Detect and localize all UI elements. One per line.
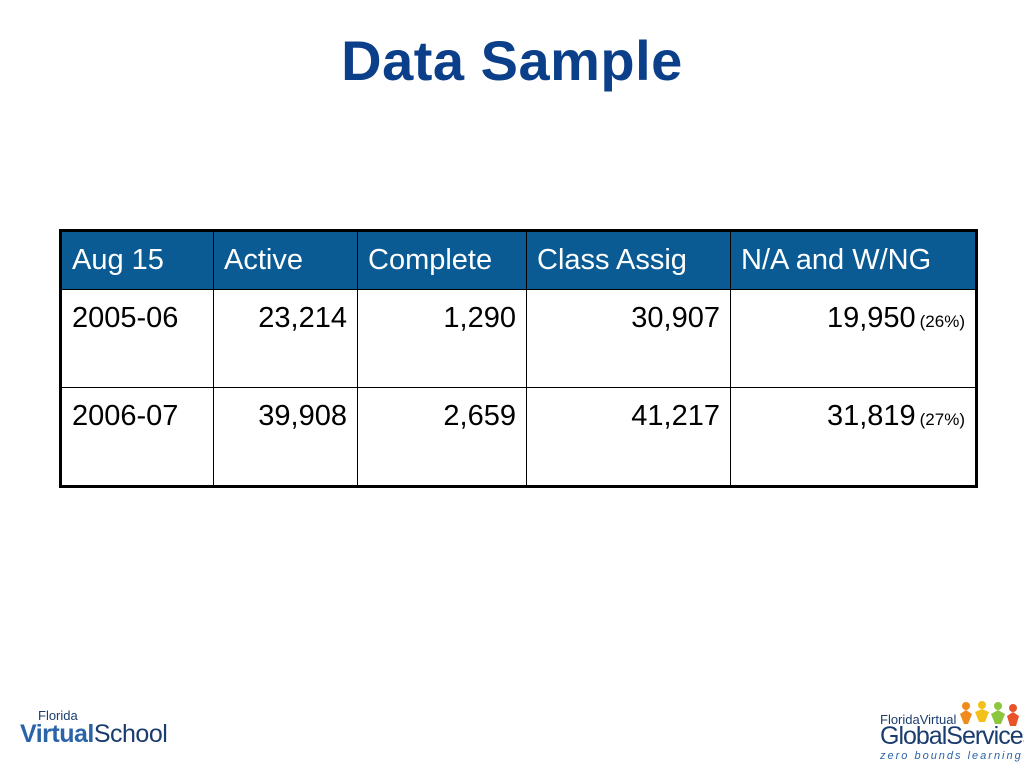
table-cell-class-assig: 30,907	[526, 289, 731, 388]
table-cell-na-wng: 31,819 (27%)	[730, 387, 977, 487]
na-wng-value: 19,950	[826, 302, 916, 334]
table-cell-year: 2006-07	[60, 387, 214, 487]
table-cell-year: 2005-06	[60, 289, 214, 388]
logo-florida-text: Florida	[38, 708, 78, 723]
column-header: Complete	[357, 230, 527, 290]
column-header: Class Assig	[526, 230, 731, 290]
logo-virtual-text: Virtual	[20, 720, 94, 748]
table-header-row: Aug 15 Active Complete Class Assig N/A a…	[60, 230, 977, 290]
table-cell-complete: 2,659	[357, 387, 527, 487]
column-header: Active	[213, 230, 358, 290]
logo-globalservices-text: GlobalServices	[880, 722, 1024, 750]
na-wng-percent: (27%)	[919, 410, 965, 429]
table-row: 2005-06 23,214 1,290 30,907 19,950 (26%)	[60, 289, 977, 388]
logo-tagline: zero bounds learning	[880, 750, 1023, 762]
table-cell-na-wng: 19,950 (26%)	[730, 289, 977, 388]
table-cell-active: 23,214	[213, 289, 358, 388]
na-wng-percent: (26%)	[919, 312, 965, 331]
slide-title: Data Sample	[341, 29, 683, 92]
logo-wordmark: VirtualSchool	[20, 720, 168, 749]
data-table: Aug 15 Active Complete Class Assig N/A a…	[59, 229, 978, 488]
table-cell-complete: 1,290	[357, 289, 527, 388]
table-cell-class-assig: 41,217	[526, 387, 731, 487]
na-wng-value: 31,819	[826, 400, 916, 432]
column-header: N/A and W/NG	[730, 230, 977, 290]
logo-school-text: School	[93, 720, 168, 748]
people-figures-icon	[960, 701, 1019, 726]
table-cell-active: 39,908	[213, 387, 358, 487]
logo-floridavirtual-text: FloridaVirtual	[880, 712, 957, 727]
table-row: 2006-07 39,908 2,659 41,217 31,819 (27%)	[60, 387, 977, 487]
column-header: Aug 15	[60, 230, 214, 290]
global-services-logo: FloridaVirtual GlobalServices zero bound…	[880, 700, 1024, 762]
